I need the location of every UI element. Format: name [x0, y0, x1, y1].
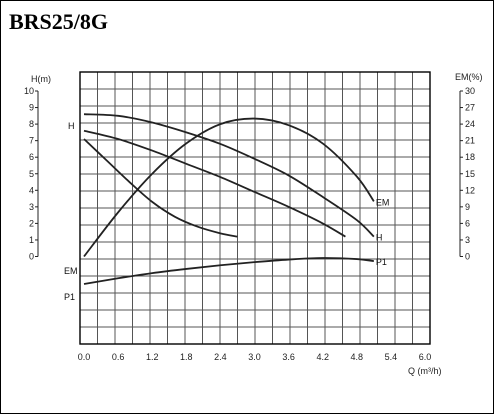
right-axis-tick-label: 15: [465, 169, 475, 179]
left-axis-tick-label: 5: [29, 169, 34, 179]
left-axis-tick-label: 2: [29, 218, 34, 228]
x-axis-tick-label: 0.0: [78, 352, 91, 362]
x-axis-tick-label: 3.6: [282, 352, 295, 362]
series-label-p1: P1: [376, 257, 387, 267]
right-axis-tick-label: 0: [465, 252, 470, 262]
left-axis-tick-label: 8: [29, 119, 34, 129]
right-axis-tick-label: 27: [465, 103, 475, 113]
x-axis-tick-label: 6.0: [419, 352, 432, 362]
x-axis-tick-label: 2.4: [214, 352, 227, 362]
left-axis-tick-label: 6: [29, 152, 34, 162]
left-axis-tick-label: 10: [24, 86, 34, 96]
left-axis-tick-label: 3: [29, 202, 34, 212]
right-axis-tick-label: 3: [465, 235, 470, 245]
x-axis-tick-label: 4.8: [351, 352, 364, 362]
x-axis-tick-label: 0.6: [112, 352, 125, 362]
left-axis-tick-label: 0: [29, 252, 34, 262]
series-label-h: H: [68, 121, 75, 131]
x-axis-title: Q (m³/h): [408, 366, 442, 376]
right-axis-tick-label: 12: [465, 185, 475, 195]
chart-title: BRS25/8G: [9, 9, 109, 34]
series-label-em: EM: [376, 197, 390, 207]
series-line-p1: [83, 257, 374, 285]
right-axis-tick-label: 18: [465, 152, 475, 162]
right-axis-tick-label: 21: [465, 136, 475, 146]
series-line-em: [83, 117, 375, 258]
right-axis-tick-label: 30: [465, 86, 475, 96]
left-axis-title: H(m): [31, 74, 51, 84]
x-axis-tick-label: 1.8: [180, 352, 193, 362]
left-axis-tick-label: 4: [29, 185, 34, 195]
series-label-h: H: [376, 233, 383, 243]
p1-axis-label: P1: [64, 292, 75, 302]
right-axis-title: EM(%): [455, 72, 483, 82]
x-axis-tick-label: 5.4: [385, 352, 398, 362]
series-line-curve: [83, 138, 238, 238]
series-line-h: [83, 129, 346, 238]
x-axis-tick-label: 3.0: [248, 352, 261, 362]
right-axis-tick-label: 24: [465, 119, 475, 129]
right-axis-tick-label: 9: [465, 202, 470, 212]
left-axis-tick-label: 7: [29, 136, 34, 146]
plot-border: [79, 71, 431, 345]
left-axis-tick-label: 9: [29, 103, 34, 113]
x-axis-tick-label: 1.2: [146, 352, 159, 362]
em-axis-label: EM: [64, 266, 78, 276]
series-line-h: [83, 113, 375, 238]
right-axis-tick-label: 6: [465, 218, 470, 228]
x-axis-tick-label: 4.2: [316, 352, 329, 362]
left-axis-tick-label: 1: [29, 235, 34, 245]
